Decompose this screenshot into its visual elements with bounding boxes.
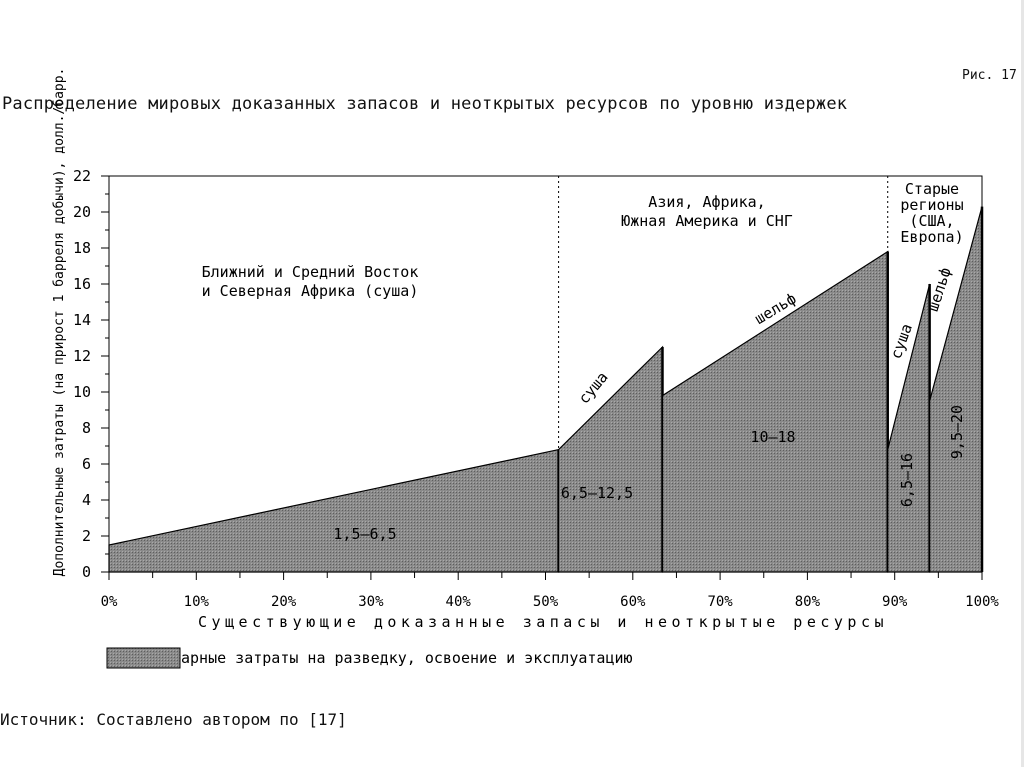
y-axis-title: Дополнительные затраты (на прирост 1 бар… [52, 68, 67, 577]
y-tick-label: 12 [73, 347, 91, 365]
segment-range-label: 1,5–6,5 [333, 525, 396, 543]
region-label: Южная Америка и СНГ [621, 212, 793, 230]
area-segment [929, 206, 983, 573]
region-label: регионы [900, 196, 963, 214]
chart-title: Распределение мировых доказанных запасов… [2, 94, 848, 114]
y-tick-label: 20 [73, 203, 91, 221]
x-tick-label: 100% [965, 594, 999, 610]
y-tick-label: 14 [73, 311, 91, 329]
axes: 0 2 4 6 8 10 12 14 16 18 20 22 0% 10% 20% 30% 40% 50% 60% 7… [52, 68, 999, 631]
y-tick-label: 2 [82, 527, 91, 545]
y-tick-label: 0 [82, 563, 91, 581]
x-tick-label: 70% [707, 594, 733, 610]
y-tick-label: 6 [82, 455, 91, 473]
y-tick-label: 8 [82, 419, 91, 437]
x-tick-label: 90% [882, 594, 908, 610]
x-tick-label: 20% [271, 594, 297, 610]
x-tick-label: 40% [446, 594, 472, 610]
figure-label: Рис. 17 [962, 68, 1017, 83]
x-axis-title: Существующие доказанные запасы и неоткры… [198, 613, 888, 631]
x-tick-label: 30% [358, 594, 384, 610]
x-tick-label: 60% [620, 594, 646, 610]
y-tick-label: 10 [73, 383, 91, 401]
region-label: (США, [909, 212, 954, 230]
area-segment [108, 448, 560, 573]
legend-label: арные затраты на разведку, освоение и эк… [181, 649, 633, 667]
y-tick-label: 18 [73, 239, 91, 257]
x-tick-label: 50% [533, 594, 559, 610]
x-tick-label: 0% [101, 594, 118, 610]
region-label: и Северная Африка (суша) [202, 282, 419, 300]
segment-range-label: 6,5–16 [898, 453, 916, 507]
x-tick-label: 10% [184, 594, 210, 610]
segment-subtype-label: суша [575, 368, 612, 407]
segment-range-label: 10–18 [750, 428, 795, 446]
legend: арные затраты на разведку, освоение и эк… [106, 647, 633, 669]
area-segments [108, 206, 984, 573]
y-tick-label: 4 [82, 491, 91, 509]
region-label: Европа) [900, 228, 963, 246]
segment-range-label: 6,5–12,5 [561, 484, 633, 502]
legend-swatch [106, 647, 181, 669]
x-tick-label: 80% [795, 594, 821, 610]
region-label: Старые [905, 180, 959, 198]
y-tick-label: 16 [73, 275, 91, 293]
source-note: Источник: Составлено автором по [17] [0, 710, 347, 729]
region-label: Ближний и Средний Восток [202, 263, 419, 281]
y-tick-label: 22 [73, 167, 91, 185]
segment-range-label: 9,5–20 [948, 405, 966, 459]
region-label: Азия, Африка, [648, 193, 765, 211]
